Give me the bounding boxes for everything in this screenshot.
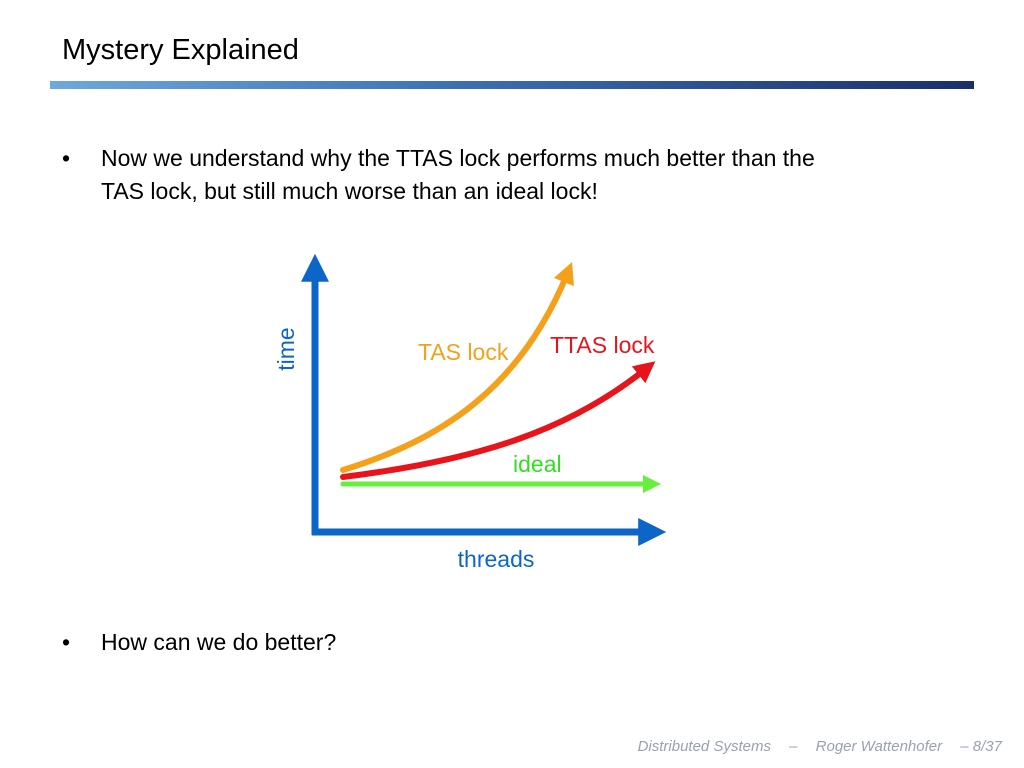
tas-lock-curve [340, 261, 574, 473]
footer-author: Roger Wattenhofer [815, 738, 943, 755]
x-axis-label: threads [458, 546, 535, 572]
footer-page-number: – 8/37 [960, 738, 1002, 755]
bullet-1-line-2: TAS lock, but still much worse than an i… [101, 178, 598, 204]
slide-footer: Distributed Systems – Roger Wattenhofer … [638, 738, 1002, 755]
footer-course: Distributed Systems [637, 738, 771, 755]
bullet-dot: • [62, 629, 71, 655]
bullet-dot: • [62, 145, 71, 171]
tas-lock-label: TAS lock [418, 339, 509, 365]
title-divider [50, 81, 974, 89]
y-axis-label: time [273, 327, 299, 370]
ideal-lock-label: ideal [513, 451, 562, 477]
bullet-1-line-1: Now we understand why the TTAS lock perf… [101, 145, 815, 171]
slide-title: Mystery Explained [62, 34, 299, 66]
ttas-lock-label: TTAS lock [550, 332, 655, 358]
bullet-1: • Now we understand why the TTAS lock pe… [62, 142, 942, 208]
bullet-2: • How can we do better? [62, 626, 662, 659]
footer-separator: – [789, 738, 798, 755]
bullet-2-line-1: How can we do better? [101, 629, 337, 655]
ttas-lock-curve [340, 361, 656, 480]
